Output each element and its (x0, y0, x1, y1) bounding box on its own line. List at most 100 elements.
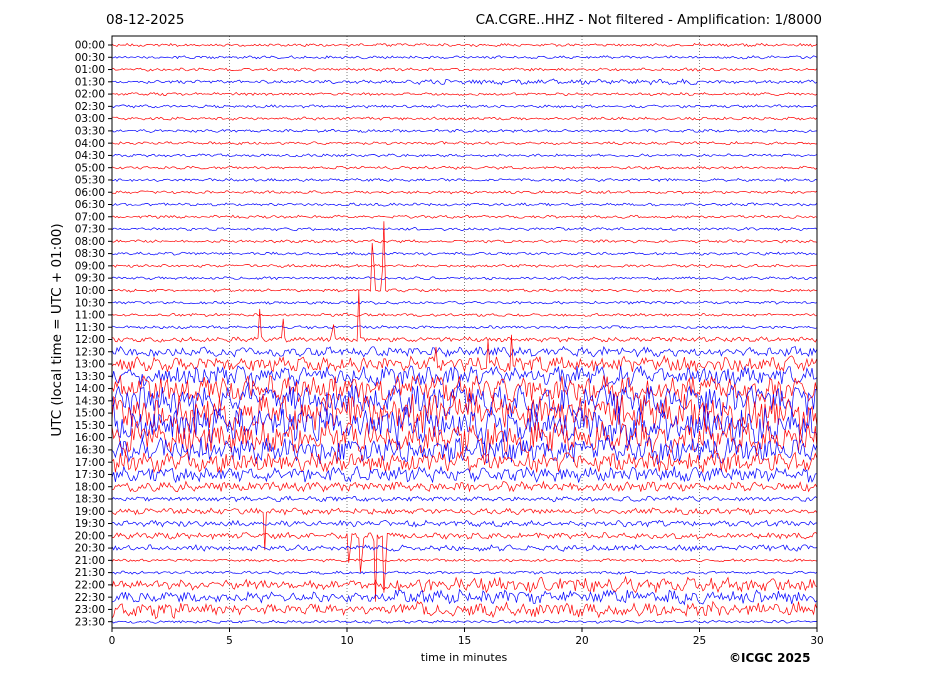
copyright-text: ©ICGC 2025 (729, 651, 811, 665)
trace-2330 (111, 619, 818, 624)
y-tick-label-35: 17:30 (75, 469, 105, 481)
y-tick-label-34: 17:00 (75, 457, 105, 469)
y-tick-label-31: 15:30 (75, 420, 105, 432)
trace-1000 (111, 221, 818, 293)
y-tick-label-0: 00:00 (75, 40, 105, 52)
trace-0330 (111, 128, 818, 133)
y-tick-label-24: 12:00 (75, 334, 105, 346)
trace-1530 (111, 404, 818, 446)
y-tick-label-44: 22:00 (75, 579, 105, 591)
trace-2030 (111, 543, 818, 553)
plot-frame (111, 35, 818, 629)
x-tick-label-0: 0 (109, 635, 116, 647)
trace-2300 (111, 600, 818, 620)
y-tick-label-25: 12:30 (75, 346, 105, 358)
trace-0930 (111, 276, 818, 281)
trace-0130 (111, 78, 818, 86)
y-tick-label-3: 01:30 (75, 76, 105, 88)
trace-0100 (111, 67, 818, 72)
trace-0300 (112, 116, 818, 121)
y-tick-label-29: 14:30 (75, 395, 105, 407)
trace-0230 (111, 104, 818, 109)
trace-1500 (111, 393, 818, 433)
x-ticks: 0 5 10 15 20 25 30 (109, 628, 824, 647)
trace-0730 (111, 227, 818, 232)
trace-1630 (111, 436, 818, 465)
y-tick-label-8: 04:00 (75, 138, 105, 150)
y-tick-label-41: 20:30 (75, 543, 105, 555)
y-tick-label-32: 16:00 (75, 432, 105, 444)
trace-0630 (111, 202, 818, 207)
trace-2000 (111, 531, 818, 602)
trace-0530 (111, 177, 818, 183)
y-tick-label-27: 13:30 (75, 371, 105, 383)
trace-1130 (111, 325, 818, 330)
x-tick-label-2: 10 (340, 635, 353, 647)
trace-1800 (111, 480, 818, 493)
trace-0700 (111, 214, 818, 219)
x-tick-label-3: 15 (458, 635, 471, 647)
y-tick-label-38: 19:00 (75, 506, 105, 518)
y-tick-label-33: 16:30 (75, 445, 105, 457)
y-tick-label-20: 10:00 (75, 285, 105, 297)
trace-2230 (111, 588, 818, 606)
trace-1230 (111, 345, 818, 358)
trace-0600 (111, 190, 818, 195)
x-axis-label: time in minutes (420, 651, 508, 664)
y-tick-label-26: 13:00 (75, 359, 105, 371)
trace-0400 (111, 141, 818, 146)
trace-0200 (111, 91, 818, 97)
y-tick-label-17: 08:30 (75, 248, 105, 260)
y-tick-label-42: 21:00 (75, 555, 105, 567)
x-tick-label-1: 5 (226, 635, 233, 647)
y-tick-label-47: 23:30 (75, 616, 105, 628)
x-tick-label-5: 25 (693, 635, 706, 647)
trace-0000 (111, 42, 818, 48)
trace-0800 (111, 239, 818, 244)
y-tick-label-6: 03:00 (75, 113, 105, 125)
trace-1730 (111, 465, 818, 484)
trace-0030 (111, 55, 818, 60)
y-tick-label-9: 04:30 (75, 150, 105, 162)
trace-1400 (111, 374, 818, 404)
chart-date: 08-12-2025 (106, 12, 185, 28)
trace-2200 (111, 575, 818, 594)
y-tick-label-36: 18:00 (75, 481, 105, 493)
trace-1030 (111, 300, 818, 305)
y-tick-label-18: 09:00 (75, 260, 105, 272)
y-tick-label-15: 07:30 (75, 224, 105, 236)
y-tick-label-5: 02:30 (75, 101, 105, 113)
trace-0900 (111, 263, 818, 268)
y-tick-label-10: 05:00 (75, 162, 105, 174)
y-tick-label-23: 11:30 (75, 322, 105, 334)
y-tick-label-45: 22:30 (75, 592, 105, 604)
y-tick-label-14: 07:00 (75, 211, 105, 223)
y-tick-label-2: 01:00 (75, 64, 105, 76)
trace-2130 (111, 570, 818, 575)
grid-lines (229, 36, 700, 628)
y-ticks: 00:0000:3001:0001:3002:0002:3003:0003:30… (75, 40, 112, 628)
y-tick-label-11: 05:30 (75, 175, 105, 187)
x-tick-label-4: 20 (575, 635, 588, 647)
trace-1330 (111, 365, 818, 388)
x-tick-label-6: 30 (810, 635, 823, 647)
trace-1830 (111, 495, 818, 503)
y-tick-label-43: 21:30 (75, 567, 105, 579)
trace-1930 (111, 519, 818, 528)
y-tick-label-37: 18:30 (75, 494, 105, 506)
trace-1700 (111, 450, 818, 474)
seismic-traces (111, 42, 818, 624)
y-tick-label-7: 03:30 (75, 125, 105, 137)
y-tick-label-1: 00:30 (75, 52, 105, 64)
trace-1200 (111, 290, 818, 343)
trace-0830 (111, 251, 818, 256)
trace-2100 (111, 558, 818, 563)
y-tick-label-28: 14:00 (75, 383, 105, 395)
trace-1600 (111, 420, 818, 456)
y-tick-label-13: 06:30 (75, 199, 105, 211)
trace-1100 (111, 312, 818, 318)
y-tick-label-40: 20:00 (75, 530, 105, 542)
y-tick-label-16: 08:00 (75, 236, 105, 248)
trace-0500 (111, 165, 818, 170)
